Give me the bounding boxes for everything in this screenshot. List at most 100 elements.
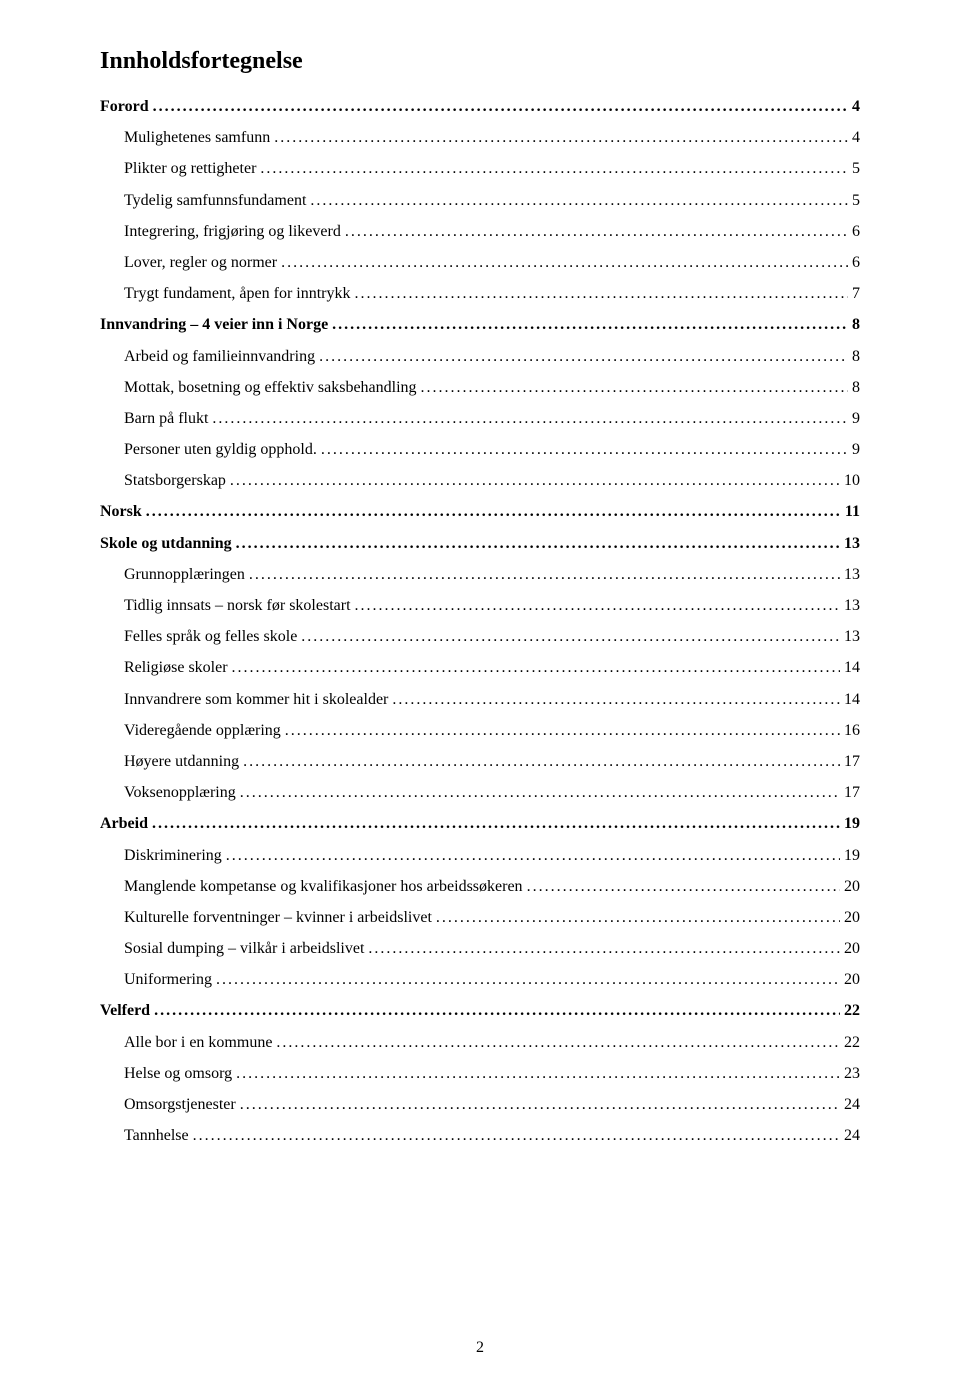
toc-entry-label: Tydelig samfunnsfundament [124,193,306,209]
toc-entry-page: 24 [844,1097,860,1113]
toc-entry-page: 8 [852,317,860,333]
toc-entry: Voksenopplæring17 [124,785,860,801]
toc-entry-page: 19 [844,848,860,864]
toc-entry: Skole og utdanning13 [100,536,860,552]
toc-entry: Sosial dumping – vilkår i arbeidslivet 20 [124,941,860,957]
toc-entry-page: 17 [844,754,860,770]
toc-entry-page: 14 [844,692,860,708]
toc-entry: Arbeid og familieinnvandring8 [124,349,860,365]
toc-leader [321,442,848,458]
toc-leader [274,130,848,146]
toc-entry-label: Norsk [100,504,142,520]
toc-entry-page: 20 [844,941,860,957]
toc-entry-label: Arbeid og familieinnvandring [124,349,315,365]
toc-entry-label: Statsborgerskap [124,473,226,489]
toc-leader [212,411,848,427]
toc-entry: Tidlig innsats – norsk før skolestart13 [124,598,860,614]
toc-leader [276,1035,840,1051]
toc-entry-label: Integrering, frigjøring og likeverd [124,224,341,240]
toc-entry: Religiøse skoler 14 [124,660,860,676]
toc-leader [368,941,840,957]
toc-entry-page: 5 [852,161,860,177]
toc-entry-page: 20 [844,879,860,895]
toc-entry: Trygt fundament, åpen for inntrykk7 [124,286,860,302]
toc-leader [152,816,840,832]
toc-entry-label: Skole og utdanning [100,536,232,552]
toc-entry-page: 14 [844,660,860,676]
toc-entry-label: Uniformering [124,972,212,988]
toc-entry-page: 19 [844,816,860,832]
toc-leader [232,660,840,676]
toc-entry-label: Omsorgstjenester [124,1097,236,1113]
toc-entry-page: 23 [844,1066,860,1082]
toc-entry-page: 11 [845,504,860,520]
toc-entry-label: Arbeid [100,816,148,832]
toc-entry: Integrering, frigjøring og likeverd 6 [124,224,860,240]
toc-leader [527,879,840,895]
toc-entry: Norsk 11 [100,504,860,520]
toc-entry: Mulighetenes samfunn 4 [124,130,860,146]
toc-entry: Personer uten gyldig opphold. 9 [124,442,860,458]
toc-entry-page: 20 [844,972,860,988]
toc-entry: Alle bor i en kommune22 [124,1035,860,1051]
toc-entry-label: Manglende kompetanse og kvalifikasjoner … [124,879,523,895]
toc-entry-page: 8 [852,380,860,396]
toc-leader [146,504,841,520]
toc-leader [236,1066,840,1082]
toc-entry-page: 6 [852,224,860,240]
toc-entry: Velferd22 [100,1003,860,1019]
toc-leader [310,193,848,209]
toc-entry: Lover, regler og normer 6 [124,255,860,271]
toc-leader [421,380,848,396]
toc-entry-page: 24 [844,1128,860,1144]
toc-entry: Grunnopplæringen13 [124,567,860,583]
toc-entry-label: Mulighetenes samfunn [124,130,270,146]
toc-entry-label: Personer uten gyldig opphold. [124,442,317,458]
toc-entry: Omsorgstjenester 24 [124,1097,860,1113]
toc-entry-label: Velferd [100,1003,150,1019]
toc-entry-label: Helse og omsorg [124,1066,232,1082]
toc-entry-page: 6 [852,255,860,271]
toc-leader [249,567,840,583]
toc-entry-page: 10 [844,473,860,489]
toc-leader [240,785,840,801]
toc-entry: Helse og omsorg 23 [124,1066,860,1082]
toc-entry: Tydelig samfunnsfundament 5 [124,193,860,209]
toc-entry-page: 4 [852,130,860,146]
toc-entry-label: Tannhelse [124,1128,189,1144]
toc-entry-label: Mottak, bosetning og effektiv saksbehand… [124,380,417,396]
toc-leader [260,161,848,177]
toc-entry-page: 20 [844,910,860,926]
toc-entry: Mottak, bosetning og effektiv saksbehand… [124,380,860,396]
toc-leader [193,1128,840,1144]
toc-entry-page: 13 [844,567,860,583]
toc-leader [154,1003,840,1019]
toc-entry-label: Religiøse skoler [124,660,228,676]
toc-leader [236,536,840,552]
toc-entry: Barn på flukt9 [124,411,860,427]
toc-leader [285,723,840,739]
toc-leader [319,349,848,365]
toc-entry-page: 16 [844,723,860,739]
toc-entry: Felles språk og felles skole13 [124,629,860,645]
toc-entry: Videregående opplæring 16 [124,723,860,739]
toc-leader [230,473,840,489]
toc-entry: Forord4 [100,99,860,115]
toc-leader [355,598,840,614]
toc-entry: Kulturelle forventninger – kvinner i arb… [124,910,860,926]
toc-entry-page: 9 [852,442,860,458]
toc-entry: Innvandrere som kommer hit i skolealder1… [124,692,860,708]
toc-entry-label: Lover, regler og normer [124,255,277,271]
toc-entry-label: Videregående opplæring [124,723,281,739]
toc-entry-label: Barn på flukt [124,411,208,427]
toc-entry: Arbeid 19 [100,816,860,832]
toc-entry-page: 5 [852,193,860,209]
toc-leader [153,99,848,115]
toc-leader [281,255,848,271]
toc-entry-page: 4 [852,99,860,115]
toc-entry-label: Sosial dumping – vilkår i arbeidslivet [124,941,364,957]
toc-entry-label: Trygt fundament, åpen for inntrykk [124,286,350,302]
toc-leader [345,224,848,240]
toc-entry: Høyere utdanning17 [124,754,860,770]
toc-entry: Plikter og rettigheter5 [124,161,860,177]
